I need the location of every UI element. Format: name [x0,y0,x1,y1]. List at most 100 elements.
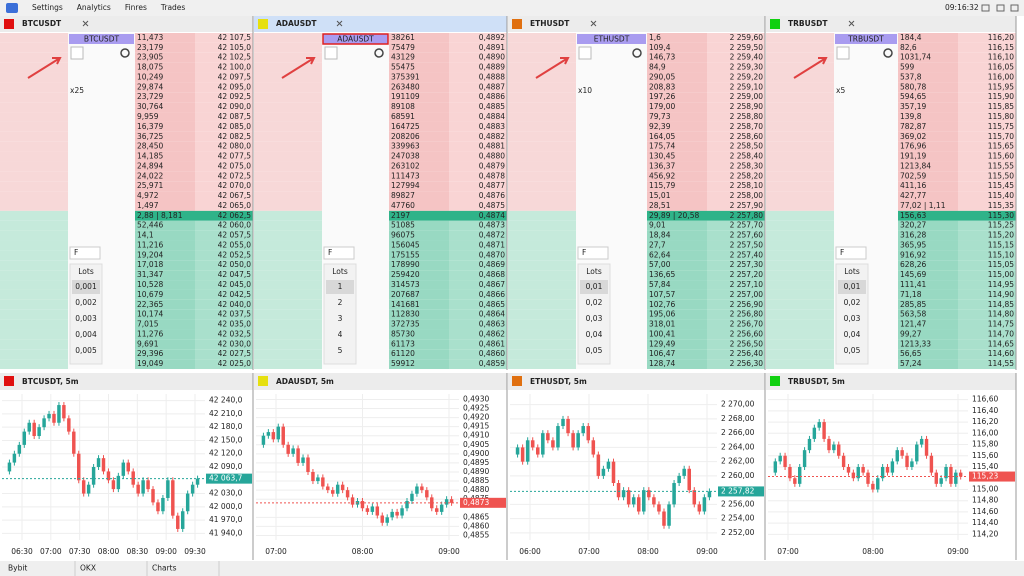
lot-button[interactable] [326,312,354,326]
menu-item[interactable]: Settings [32,3,63,12]
lot-button[interactable] [838,328,866,342]
lot-value: 0,002 [75,298,97,307]
volume: 537,8 [900,72,922,81]
price-cell [958,309,1016,320]
price-tag-label: 115,23 [972,472,998,481]
chart-button[interactable] [324,46,338,60]
volume: 184,4 [900,33,922,42]
price-cell [449,102,507,113]
candle [281,426,285,445]
filter-box[interactable] [835,246,867,260]
lot-button[interactable] [72,328,100,342]
lot-button[interactable] [838,344,866,358]
menu-item[interactable]: Analytics [77,3,111,12]
status-tab[interactable]: OKX [80,564,96,573]
window-button[interactable] [1010,4,1019,12]
lot-button[interactable] [580,280,608,294]
lot-button[interactable] [580,344,608,358]
filter-box[interactable] [577,246,609,260]
clock: 09:16:32 [945,3,979,12]
volume-cell [898,359,958,369]
candle [773,461,778,473]
candle [52,413,56,423]
trade-row [508,349,576,360]
volume: 22,365 [137,300,163,309]
volume-cell [135,42,195,53]
price: 42 082,5 [218,132,252,141]
panel-tab[interactable]: ADAUSDT [276,19,317,28]
price-cell [195,339,253,350]
lot-button[interactable] [326,328,354,342]
price: 0,4860 [479,349,505,358]
chart-button[interactable] [70,46,84,60]
trade-row [0,102,68,113]
volume-cell [898,72,958,83]
close-icon[interactable] [590,20,597,27]
panel-tab[interactable]: ETHUSDT [530,19,570,28]
lot-button[interactable] [72,344,100,358]
candle [195,478,200,485]
lot-button[interactable] [580,328,608,342]
candle [291,448,295,454]
volume-cell [647,92,707,103]
price: 115,25 [988,221,1014,230]
panel-tab[interactable]: TRBUSDT [788,19,828,28]
chart-button[interactable] [836,46,850,60]
y-tick-label: 116,60 [972,395,998,404]
x-tick-label: 09:00 [438,547,460,556]
close-icon[interactable] [848,20,855,27]
volume-cell [898,210,958,221]
settings-button[interactable] [632,48,642,58]
trade-row [508,240,576,251]
lot-button[interactable] [326,280,354,294]
volume: 411,16 [900,181,926,190]
lot-button[interactable] [72,312,100,326]
chart-button[interactable] [578,46,592,60]
trade-row [766,121,834,132]
trade-row [766,220,834,231]
lot-button[interactable] [838,312,866,326]
trade-row [254,33,322,43]
settings-button[interactable] [883,48,893,58]
volume-cell [135,299,195,310]
settings-button[interactable] [374,48,384,58]
y-tick-label: 0,4880 [463,485,489,494]
status-tab[interactable]: Bybit [8,564,27,573]
status-tab[interactable]: Charts [152,564,177,573]
x-tick-label: 09:00 [155,547,177,556]
close-icon[interactable] [336,20,343,27]
volume-cell [389,230,449,241]
trade-row [508,359,576,369]
close-icon[interactable] [82,20,89,27]
price: 115,70 [988,132,1014,141]
trade-row [0,72,68,83]
x-tick-label: 08:00 [862,547,884,556]
window-button[interactable] [981,4,990,12]
candle [106,471,111,481]
lot-button[interactable] [580,312,608,326]
price-tag-label: 0,4873 [463,498,489,507]
lot-button[interactable] [580,296,608,310]
lot-button[interactable] [72,280,100,294]
trade-row [0,220,68,231]
price: 42 035,0 [218,320,252,329]
lot-button[interactable] [838,296,866,310]
panel-tab[interactable]: BTCUSDT [22,19,62,28]
window-button[interactable] [996,4,1005,12]
y-tick-label: 2 264,00 [721,442,755,451]
menu-item[interactable]: Trades [160,3,186,12]
filter-box[interactable] [323,246,355,260]
y-tick-label: 42 030,0 [209,489,243,498]
lot-button[interactable] [838,280,866,294]
lot-button[interactable] [72,296,100,310]
lot-button[interactable] [326,344,354,358]
volume-cell [135,181,195,192]
settings-button[interactable] [120,48,130,58]
price: 116,15 [988,43,1014,52]
volume-cell [135,210,195,221]
price-cell [449,121,507,132]
filter-box[interactable] [69,246,101,260]
price: 116,05 [988,63,1014,72]
lot-button[interactable] [326,296,354,310]
menu-item[interactable]: Finres [125,3,147,12]
